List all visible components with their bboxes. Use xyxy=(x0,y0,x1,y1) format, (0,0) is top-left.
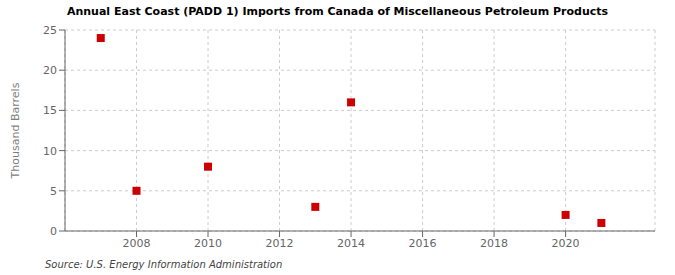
html-text:Source: U.S. Energy Informatio: Source: U.S. Energy Information Administ… xyxy=(45,259,283,270)
svg-text:10: 10 xyxy=(43,145,57,158)
svg-text:2008: 2008 xyxy=(123,237,151,250)
svg-text:2016: 2016 xyxy=(409,237,437,250)
svg-text:Thousand Barrels: Thousand Barrels xyxy=(9,82,22,179)
svg-text:5: 5 xyxy=(50,185,57,198)
svg-text:2018: 2018 xyxy=(480,237,508,250)
svg-text:15: 15 xyxy=(43,104,57,117)
svg-text:2010: 2010 xyxy=(194,237,222,250)
svg-text:25: 25 xyxy=(43,24,57,37)
svg-text:20: 20 xyxy=(43,64,57,77)
svg-text:2020: 2020 xyxy=(552,237,580,250)
html-text:Annual East Coast (PADD 1) Imp: Annual East Coast (PADD 1) Imports from … xyxy=(66,5,608,18)
svg-text:0: 0 xyxy=(50,225,57,238)
svg-text:2012: 2012 xyxy=(266,237,294,250)
svg-text:2014: 2014 xyxy=(337,237,365,250)
